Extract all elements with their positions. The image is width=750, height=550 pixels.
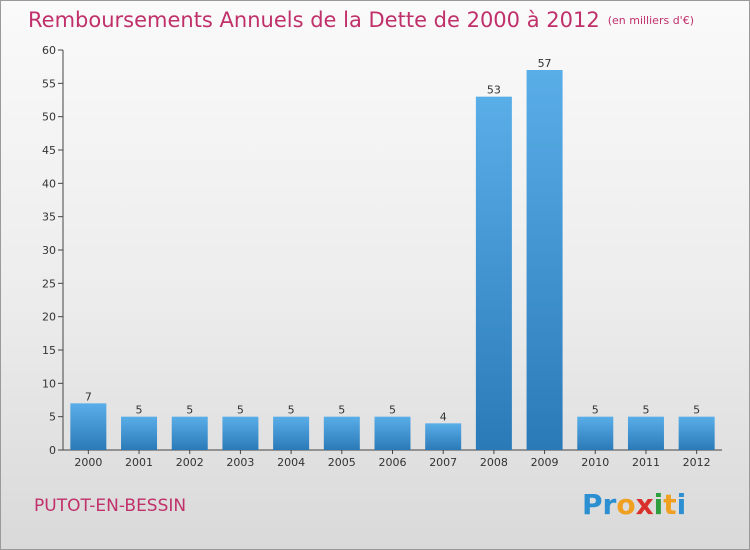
x-tick-label: 2012 — [683, 456, 711, 469]
x-tick-label: 2002 — [176, 456, 204, 469]
y-tick-label: 60 — [42, 44, 56, 57]
x-tick-label: 2010 — [581, 456, 609, 469]
y-tick-label: 45 — [42, 144, 56, 157]
chart-title: Remboursements Annuels de la Dette de 20… — [28, 8, 694, 32]
commune-name: PUTOT-EN-BESSIN — [34, 496, 187, 516]
data-label: 5 — [136, 404, 143, 417]
logo-letter: x — [635, 488, 654, 521]
chart-unit: (en milliers d'€) — [607, 14, 694, 27]
y-tick-label: 50 — [42, 111, 56, 124]
y-tick-label: 30 — [42, 244, 56, 257]
data-label: 57 — [538, 57, 552, 70]
x-tick-label: 2001 — [125, 456, 153, 469]
logo-letter: i — [676, 488, 687, 521]
x-tick-label: 2011 — [632, 456, 660, 469]
logo-letter: r — [602, 488, 617, 521]
bars — [70, 70, 715, 451]
y-tick-label: 5 — [49, 411, 56, 424]
data-labels: 7 5 5 5 5 5 5 4 53 57 5 5 5 — [85, 57, 700, 423]
bar-2004 — [273, 416, 310, 450]
x-tick-label: 2006 — [379, 456, 407, 469]
logo-letter: P — [582, 488, 603, 521]
logo-letter: i — [653, 488, 664, 521]
data-label: 7 — [85, 390, 92, 403]
x-tick-label: 2008 — [480, 456, 508, 469]
bar-2010 — [577, 416, 614, 450]
proxiti-logo: Proxiti — [582, 488, 686, 521]
x-tick-label: 2000 — [74, 456, 102, 469]
y-tick-label: 25 — [42, 277, 56, 290]
y-tick-label: 35 — [42, 211, 56, 224]
bar-2009 — [526, 70, 563, 450]
bar-2008 — [475, 96, 512, 451]
y-tick-label: 15 — [42, 344, 56, 357]
x-tick-label: 2005 — [328, 456, 356, 469]
y-tick-label: 0 — [49, 444, 56, 457]
y-tick-label: 55 — [42, 77, 56, 90]
y-axis: 0 5 10 15 20 25 30 35 40 45 50 55 60 — [42, 44, 64, 457]
bar-2001 — [121, 416, 158, 450]
bar-2006 — [374, 416, 411, 450]
bar-2002 — [171, 416, 208, 450]
data-label: 4 — [440, 410, 447, 423]
data-label: 5 — [338, 404, 345, 417]
bar-2000 — [70, 403, 107, 450]
data-label: 5 — [693, 404, 700, 417]
bar-2007 — [425, 423, 462, 450]
y-tick-label: 20 — [42, 311, 56, 324]
y-tick-label: 10 — [42, 377, 56, 390]
x-axis: 2000 2001 2002 2003 2004 2005 2006 2007 2008 2009… — [63, 449, 722, 469]
x-tick-label: 2007 — [429, 456, 457, 469]
data-label: 5 — [186, 404, 193, 417]
x-tick-label: 2003 — [226, 456, 254, 469]
data-label: 5 — [642, 404, 649, 417]
x-tick-label: 2009 — [531, 456, 559, 469]
chart-title-text: Remboursements Annuels de la Dette de 20… — [28, 8, 600, 32]
y-tick-label: 40 — [42, 177, 56, 190]
data-label: 5 — [237, 404, 244, 417]
bar-2003 — [222, 416, 259, 450]
data-label: 5 — [288, 404, 295, 417]
bar-2005 — [323, 416, 360, 450]
x-tick-label: 2004 — [277, 456, 305, 469]
bar-2011 — [627, 416, 664, 450]
logo-letter: t — [663, 488, 677, 521]
data-label: 5 — [389, 404, 396, 417]
data-label: 5 — [592, 404, 599, 417]
bar-2012 — [678, 416, 715, 450]
logo-letter: o — [616, 488, 636, 521]
data-label: 53 — [487, 84, 501, 97]
